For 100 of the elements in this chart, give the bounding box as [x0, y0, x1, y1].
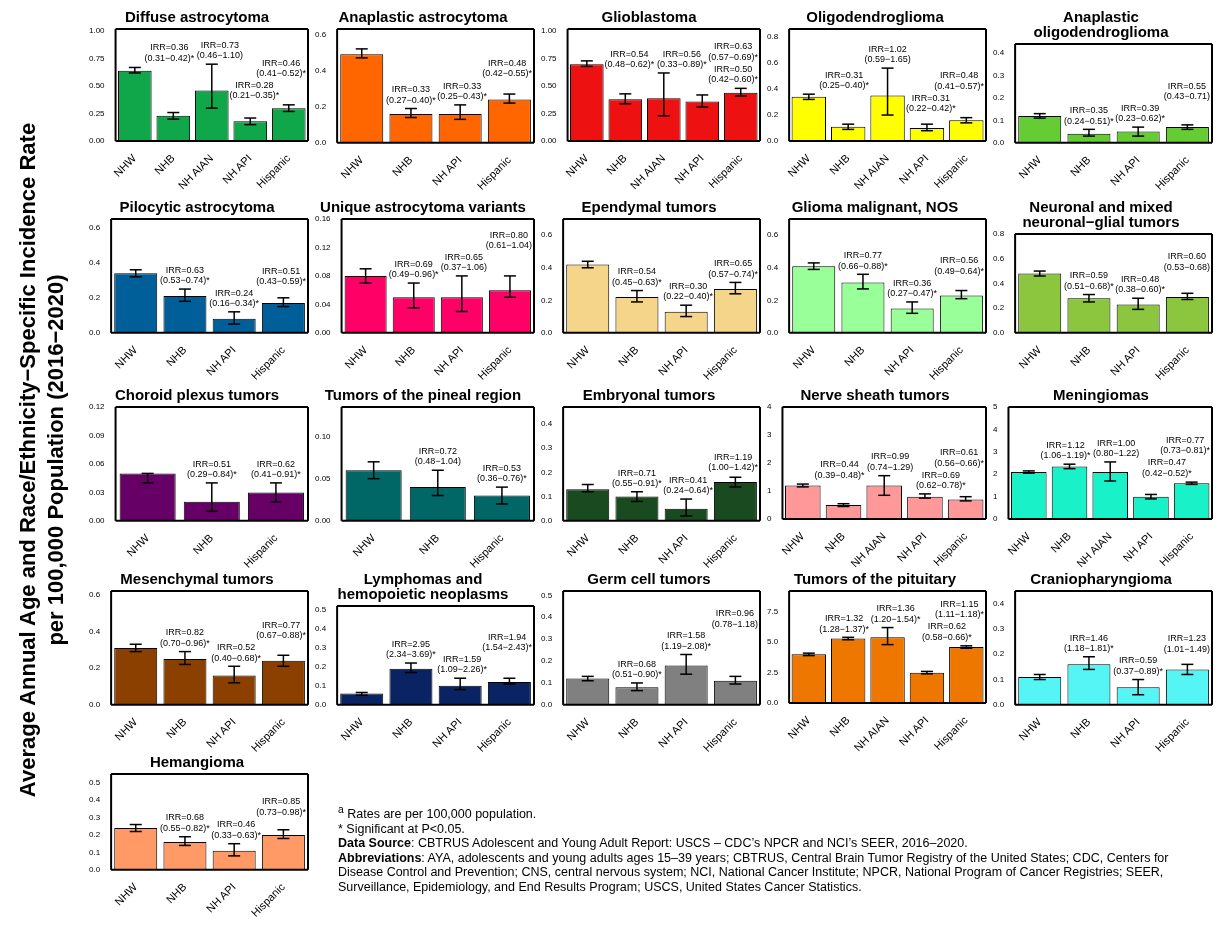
annotation: IRR=1.02 (0.59−1.65) [864, 43, 911, 65]
y-tick-label: 0.6 [89, 222, 101, 232]
annotation: IRR=0.47 (0.42−0.52)* [1142, 457, 1193, 478]
y-tick-label: 0.00 [314, 516, 332, 526]
y-tick-label: 0.0 [767, 328, 779, 338]
annotation: IRR=0.28 (0.21−0.35)* [229, 79, 280, 101]
y-tick-label: 0.4 [315, 65, 327, 75]
y-tick-label: 0.4 [541, 419, 553, 429]
y-tick-label: 0.4 [993, 48, 1005, 58]
y-tick-label: 0 [767, 514, 772, 524]
y-tick-label: 0.0 [89, 865, 101, 875]
y-tick-label: 0.00 [314, 328, 332, 338]
y-tick-label: 0.00 [540, 136, 558, 146]
y-tick-label: 0.4 [89, 257, 101, 267]
annotation: IRR=0.54 (0.45−0.63)* [612, 266, 663, 287]
annotation: IRR=0.80 (0.61−1.04) [485, 229, 533, 251]
y-tick-label: 0.2 [89, 830, 101, 840]
annotation: IRR=0.30 (0.22−0.40)* [663, 280, 714, 302]
y-tick-label: 0.25 [88, 108, 106, 118]
y-tick-label: 0.4 [767, 262, 779, 272]
y-tick-label: 0.8 [767, 32, 779, 42]
chart-title: Glioblastoma [601, 7, 698, 25]
y-axis-title: Average Annual Age and Race/Ethnicity−Specific Incidence Rate per 100,000 Population (2016−2020) [14, 121, 69, 800]
annotation: IRR=0.56 (0.33−0.89)* [656, 48, 708, 70]
y-tick-label: 0.00 [88, 136, 106, 146]
annotation: IRR=1.94 (1.54−2.43)* [482, 631, 533, 653]
y-tick-label: 0.10 [314, 431, 332, 441]
annotation: IRR=0.33 (0.27−0.40)* [386, 84, 437, 105]
y-tick-label: 0.6 [767, 58, 779, 68]
annotation: IRR=0.85 (0.73−0.98)* [256, 796, 307, 817]
chart-title: Craniopharyngioma [1030, 569, 1173, 587]
annotation: IRR=0.51 (0.43−0.59)* [256, 265, 307, 287]
y-tick-label: 0.3 [89, 812, 101, 822]
annotation: IRR=0.65 (0.37−1.06) [440, 251, 487, 273]
y-tick-label: 0.0 [767, 136, 779, 146]
y-tick-label: 0.12 [314, 242, 332, 252]
annotation: IRR=0.36 (0.31−0.42)* [144, 42, 195, 63]
x-tick-label: NH API [203, 715, 238, 750]
y-tick-label: 0.4 [541, 612, 553, 622]
y-tick-label: 0.0 [541, 516, 553, 526]
annotation: IRR=0.68 (0.51−0.90)* [612, 658, 663, 680]
y-tick-label: 0.04 [314, 299, 332, 309]
annotation: IRR=0.77 (0.73−0.81)* [1160, 434, 1211, 456]
y-tick-label: 0.2 [89, 293, 101, 303]
y-tick-label: 1.00 [540, 26, 558, 36]
annotation: IRR=0.59 (0.37−0.89)* [1113, 655, 1164, 676]
annotation: IRR=0.62 (0.41−0.91)* [251, 458, 302, 480]
x-tick-label: NH API [431, 343, 466, 378]
y-tick-label: 0.2 [993, 93, 1005, 103]
y-tick-label: 0.06 [88, 459, 106, 469]
y-tick-label: 0.4 [767, 84, 779, 94]
y-tick-label: 0.1 [89, 847, 101, 857]
text: Abbreviations: AYA, adolescents and young adults ages 15–39 years; CBTRUS, Central Brain Tumor Registry of the United States; CDC, Centers for Disease Control and Prevention; CNS, central nervous system; NCI, National Cancer Institute; NPCR, National Program of Cancer Registries; SEER, Surveillance, Epidemiology, and End Results Program; USCS, United States Cancer Statistics. [338, 850, 1170, 895]
y-tick-label: 0.1 [993, 115, 1005, 125]
x-tick-label: NH API [203, 880, 238, 915]
y-tick-label: 0.1 [541, 678, 553, 688]
chart-title: Unique astrocytoma variants [320, 197, 526, 215]
annotation: IRR=0.61 (0.56−0.66)* [934, 447, 985, 468]
text: * Significant at P<0.05. [338, 821, 466, 837]
annotation: IRR=0.68 (0.55−0.82)* [160, 812, 211, 833]
x-tick-label: NH API [1107, 715, 1142, 750]
x-tick-label: NH API [429, 715, 464, 750]
y-tick-label: 0.2 [541, 656, 553, 666]
annotation: IRR=0.65 (0.57−0.74)* [708, 258, 759, 279]
x-tick-label: NH API [671, 151, 706, 186]
y-tick-label: 0.5 [315, 605, 327, 614]
y-tick-label: 0.8 [993, 229, 1005, 239]
annotation: IRR=0.41 (0.24−0.64)* [663, 474, 714, 496]
y-tick-label: 0.03 [88, 487, 106, 497]
y-tick-label: 0.2 [993, 303, 1005, 313]
annotation: IRR=0.73 (0.46−1.10) [196, 39, 243, 61]
y-tick-label: 0.0 [993, 328, 1005, 338]
x-tick-label: NH API [655, 343, 690, 378]
annotation: IRR=0.44 (0.39−0.48)* [814, 459, 865, 480]
source-note: Data Source: CBTRUS Adolescent and Young Adult Report: USCS – CDC’s NPCR and NCI’s SEER, 2016–2020. [338, 836, 969, 851]
annotation: IRR=0.96 (0.78−1.18) [711, 608, 759, 629]
y-tick-label: 0.6 [89, 589, 101, 599]
annotation: IRR=0.59 (0.51−0.68)* [1064, 270, 1115, 291]
y-tick-label: 0.2 [993, 649, 1005, 659]
y-tick-label: 0.6 [993, 253, 1005, 263]
annotation: IRR=1.23 (1.01−1.49) [1163, 633, 1211, 654]
y-tick-label: 0.50 [88, 81, 106, 91]
y-tick-label: 0.16 [314, 214, 332, 224]
annotation: IRR=0.36 (0.27−0.47)* [887, 277, 938, 299]
x-tick-label: NH API [894, 529, 929, 564]
y-tick-label: 0.4 [315, 624, 327, 634]
annotation: IRR=0.48 (0.38−0.60)* [1115, 273, 1166, 295]
chart-title: Oligodendroglioma [806, 7, 945, 25]
y-tick-label: 0.12 [88, 402, 106, 412]
annotation: IRR=0.46 (0.33−0.63)* [211, 819, 262, 840]
y-tick-label: 0.3 [541, 634, 553, 644]
y-tick-label: 5.0 [767, 637, 779, 647]
chart-title: Mesenchymal tumors [120, 569, 274, 587]
y-tick-label: 0.0 [993, 138, 1005, 148]
annotation: IRR=0.63 (0.57−0.69)* [708, 41, 759, 62]
annotation: IRR=0.51 (0.29−0.84)* [186, 458, 238, 480]
annotation: IRR=0.35 (0.24−0.51)* [1064, 105, 1115, 126]
y-tick-label: 0.3 [993, 70, 1005, 80]
y-tick-label: 1 [993, 491, 998, 501]
annotation: IRR=0.48 (0.41−0.57)* [934, 70, 985, 91]
